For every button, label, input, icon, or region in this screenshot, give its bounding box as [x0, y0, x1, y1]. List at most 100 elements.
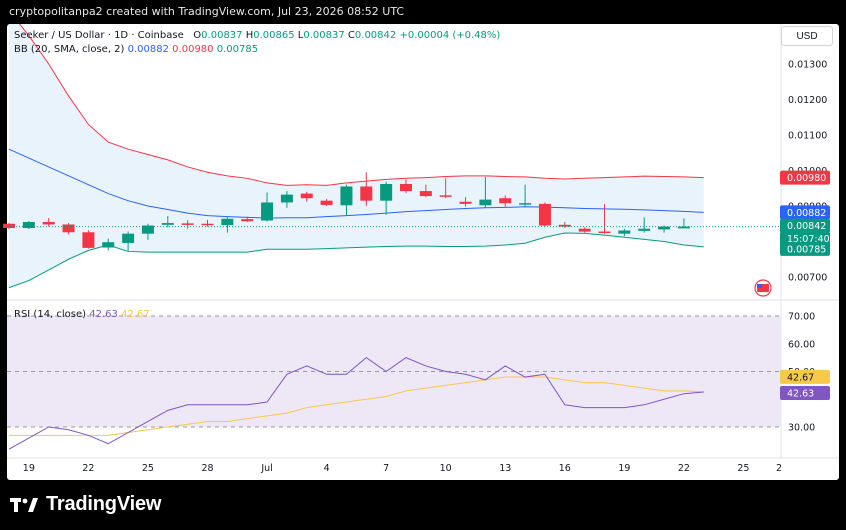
header-bar: cryptopolitanpa2 created with TradingVie…	[0, 0, 846, 24]
candle-body	[280, 194, 293, 203]
time-tick-label: 7	[383, 463, 389, 474]
rsi-tick-label: 60.00	[788, 339, 815, 350]
rsi-legend[interactable]: RSI (14, close) 42.63 42.67	[14, 309, 150, 320]
candle-body	[102, 242, 115, 248]
candle-body	[340, 186, 353, 206]
bb-basis-tag	[780, 205, 830, 220]
candle-body	[380, 183, 393, 201]
price-tick-label: 0.00700	[788, 273, 827, 284]
creator-credit: cryptopolitanpa2 created with TradingVie…	[9, 5, 405, 18]
time-tick-label: 22	[678, 463, 690, 474]
candle-body	[558, 224, 571, 227]
candle-body	[499, 198, 512, 204]
candle-body	[82, 232, 95, 248]
candle-body	[439, 195, 452, 197]
candle-body	[360, 186, 373, 201]
candle-body	[241, 219, 254, 222]
rsi-ma-tag-text: 42.67	[787, 372, 814, 383]
bb-upper-value: 0.00980	[172, 44, 214, 55]
candle-body	[658, 226, 671, 230]
bb-legend[interactable]: BB (20, SMA, close, 2) 0.00882 0.00980 0…	[14, 44, 258, 55]
candle-body	[459, 201, 472, 204]
time-tick-label: 10	[440, 463, 452, 474]
last-price-tag-text: 0.00842	[787, 221, 826, 232]
bb-basis-line	[8, 148, 704, 219]
ohlc-open: O0.00837	[193, 30, 243, 41]
rsi-tick-label: 30.00	[788, 423, 815, 434]
candle-body	[519, 203, 532, 205]
rsi-ma-value: 42.67	[121, 309, 150, 320]
candle-body	[419, 191, 432, 197]
candle-body	[161, 223, 174, 225]
candle-body	[479, 199, 492, 206]
bb-lower-tag-text: 0.00785	[787, 244, 826, 255]
ohlc-low: L0.00837	[297, 30, 345, 41]
bb-band-fill	[9, 24, 704, 288]
price-tick-label: 0.01200	[788, 95, 827, 106]
bb-upper-tag	[780, 170, 830, 185]
bb-basis-value: 0.00882	[127, 44, 169, 55]
time-tick-label: 4	[324, 463, 330, 474]
candle-body	[320, 200, 333, 205]
rsi-label: RSI (14, close)	[14, 309, 87, 320]
candle-body	[538, 203, 551, 226]
time-tick-label: 19	[23, 463, 35, 474]
candle-body	[3, 223, 15, 229]
candle-body	[618, 230, 631, 234]
candle-body	[201, 223, 214, 226]
time-tick-label: 28	[201, 463, 213, 474]
time-tick-label: 22	[82, 463, 94, 474]
bb-label: BB (20, SMA, close, 2)	[14, 44, 125, 55]
tradingview-logo-icon	[10, 497, 38, 512]
ohlc-close: C0.00842	[347, 30, 397, 41]
time-tick-label-edge: 2	[776, 463, 782, 474]
candle-body	[141, 225, 154, 234]
bb-basis-tag-text: 0.00882	[787, 208, 826, 219]
footer-bar	[0, 480, 846, 530]
time-tick-label: 13	[499, 463, 511, 474]
symbol-legend: Seeker / US Dollar · 1D · Coinbase O0.00…	[14, 30, 500, 41]
bb-lower-value: 0.00785	[216, 44, 259, 55]
candle-body	[638, 228, 651, 231]
price-tick-label: 0.01100	[788, 131, 827, 142]
time-tick-label: 25	[737, 463, 749, 474]
candle-body	[400, 183, 412, 192]
rsi-tick-label: 70.00	[788, 312, 815, 323]
rsi-value-tag	[780, 385, 830, 400]
time-tick-label: 16	[559, 463, 571, 474]
tradingview-logo[interactable]: TradingView	[10, 493, 161, 516]
candle-body	[261, 202, 274, 221]
candle-body	[42, 221, 55, 225]
rsi-ma-tag	[780, 369, 830, 384]
bb-lower-tag	[780, 241, 830, 256]
last-price-tag	[780, 218, 830, 233]
candle-body	[578, 228, 591, 232]
bb-lower-line	[8, 232, 704, 289]
price-change: +0.00004 (+0.48%)	[399, 30, 501, 41]
rsi-ma-line	[9, 376, 704, 436]
price-tick-label: 0.01300	[788, 60, 827, 71]
us-flag-canton	[757, 284, 762, 288]
time-tick-label: Jul	[260, 463, 272, 474]
ohlc-high: H0.00865	[245, 30, 295, 41]
candle-body	[62, 224, 75, 233]
time-tick-label: 19	[618, 463, 630, 474]
candle-body	[22, 221, 35, 229]
candle-body	[598, 231, 611, 234]
candle-body	[300, 193, 313, 199]
symbol-title: Seeker / US Dollar · 1D · Coinbase	[14, 30, 184, 41]
bb-upper-line	[18, 24, 704, 186]
candle-body	[181, 223, 194, 225]
candle-body	[221, 218, 234, 226]
rsi-line	[8, 356, 704, 450]
currency-button[interactable]: USD	[781, 26, 833, 46]
bb-upper-tag-text: 0.00980	[787, 173, 826, 184]
candle-body	[677, 226, 690, 229]
candle-body	[122, 233, 135, 243]
time-tick-label: 25	[142, 463, 154, 474]
rsi-value-tag-text: 42.63	[787, 388, 814, 399]
countdown-tag-text: 15:07:40	[787, 234, 830, 245]
rsi-value: 42.63	[89, 309, 118, 320]
brand-name: TradingView	[46, 493, 162, 515]
